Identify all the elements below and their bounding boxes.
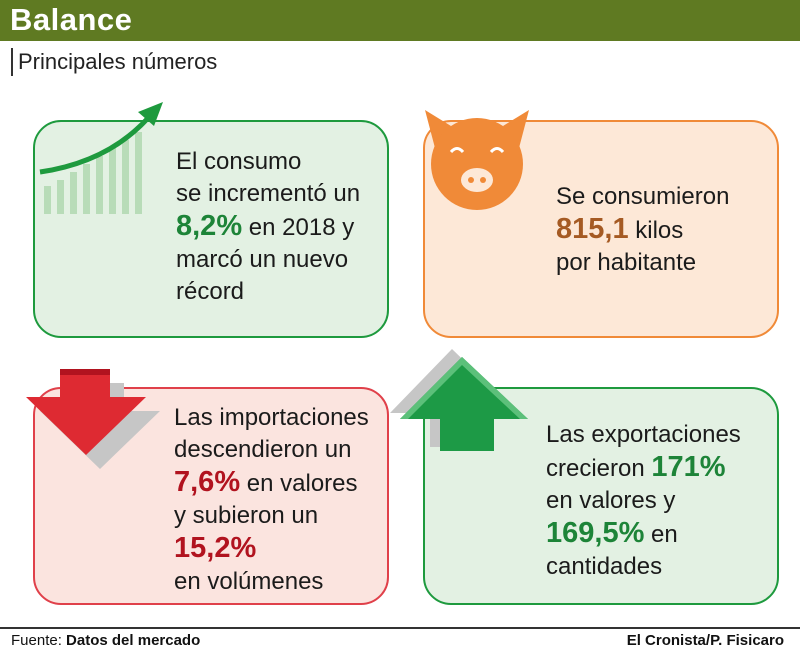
up-arrow-icon bbox=[390, 349, 528, 451]
kilos-line-3: por habitante bbox=[556, 249, 697, 276]
footer-rule bbox=[0, 627, 800, 629]
growth-chart-icon bbox=[39, 102, 163, 214]
importaciones-line-3: en valores bbox=[246, 470, 358, 497]
consumo-line-3: en 2018 y bbox=[248, 214, 355, 241]
exportaciones-line-3: en valores y bbox=[546, 487, 676, 514]
footer-credit: El Cronista/P. Fisicaro bbox=[626, 632, 784, 649]
kilos-line-1: Se consumieron bbox=[556, 183, 730, 210]
kilos-value: 815,1 bbox=[556, 213, 629, 245]
importaciones-line-2: descendieron un bbox=[174, 436, 352, 463]
exportaciones-value-1: 171% bbox=[651, 451, 726, 483]
importaciones-line-1: Las importaciones bbox=[174, 404, 369, 431]
page-subtitle: Principales números bbox=[18, 49, 218, 74]
kilos-line-2: kilos bbox=[635, 217, 684, 244]
pig-face-icon bbox=[425, 110, 529, 210]
exportaciones-line-2: crecieron bbox=[546, 455, 645, 482]
exportaciones-line-5: cantidades bbox=[546, 553, 663, 580]
consumo-line-4: marcó un nuevo bbox=[176, 246, 349, 273]
importaciones-value-1: 7,6% bbox=[174, 466, 241, 498]
importaciones-value-2: 15,2% bbox=[174, 532, 257, 564]
importaciones-line-4: y subieron un bbox=[174, 502, 319, 529]
consumo-line-5: récord bbox=[176, 278, 245, 305]
down-arrow-icon bbox=[26, 369, 160, 469]
subtitle-rule bbox=[11, 48, 13, 76]
consumo-line-1: El consumo bbox=[176, 148, 302, 175]
header-bar: Balance bbox=[0, 0, 800, 41]
exportaciones-line-4: en bbox=[651, 521, 678, 548]
footer-source: Fuente: Datos del mercado bbox=[11, 632, 200, 649]
exportaciones-value-2: 169,5% bbox=[546, 517, 645, 549]
source-name: Datos del mercado bbox=[66, 632, 201, 649]
importaciones-line-6: en volúmenes bbox=[174, 568, 324, 595]
consumo-line-2: se incrementó un bbox=[176, 180, 361, 207]
source-label: Fuente: bbox=[11, 632, 62, 649]
consumo-value: 8,2% bbox=[176, 210, 243, 242]
card-importaciones bbox=[33, 387, 389, 605]
page-title: Balance bbox=[10, 2, 133, 37]
exportaciones-line-1: Las exportaciones bbox=[546, 421, 741, 448]
